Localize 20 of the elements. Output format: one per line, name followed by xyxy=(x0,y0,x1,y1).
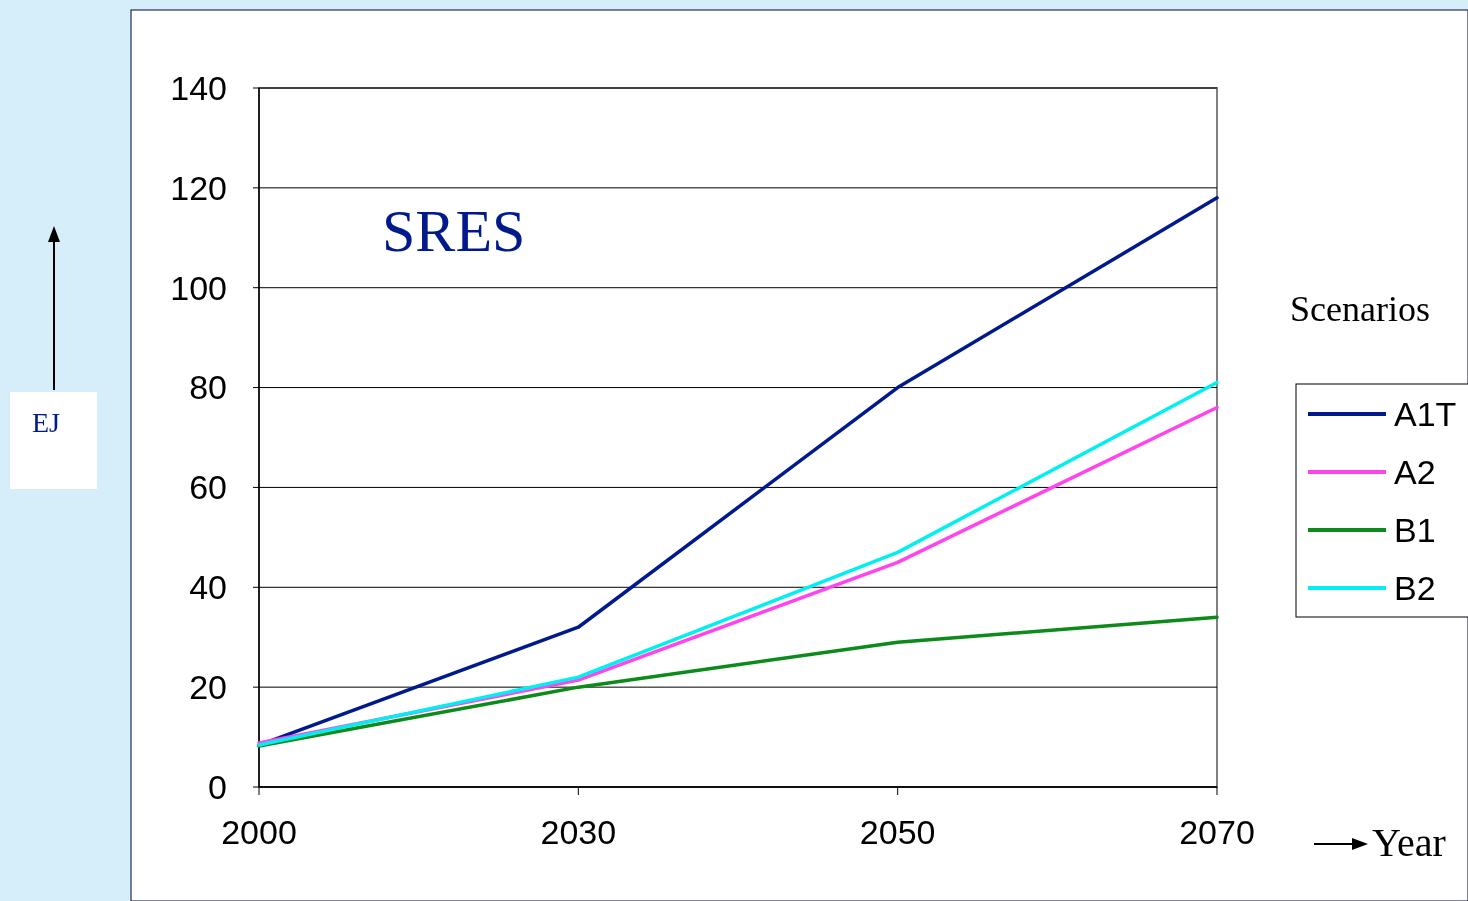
x-tick-label: 2070 xyxy=(1179,813,1255,851)
y-tick-label: 60 xyxy=(189,468,227,507)
annotation: SRES xyxy=(382,198,526,264)
x-axis-title: Year xyxy=(1372,820,1446,865)
y-tick-label: 100 xyxy=(170,268,227,307)
y-tick-label: 20 xyxy=(189,668,227,707)
legend-title: Scenarios xyxy=(1290,288,1430,329)
y-tick-label: 140 xyxy=(170,68,227,107)
legend-label: A2 xyxy=(1394,452,1436,491)
x-tick-label: 2000 xyxy=(221,813,297,851)
y-tick-label: 40 xyxy=(189,568,227,607)
y-axis-title: EJ xyxy=(32,406,61,438)
legend-label: B2 xyxy=(1394,568,1436,607)
legend-label: B1 xyxy=(1394,510,1436,549)
x-tick-label: 2030 xyxy=(540,813,617,851)
y-tick-label: 0 xyxy=(208,767,227,806)
legend-label: A1T xyxy=(1394,394,1457,433)
x-tick-label: 2050 xyxy=(859,813,936,851)
y-tick-label: 120 xyxy=(170,168,227,207)
y-tick-label: 80 xyxy=(189,368,227,407)
